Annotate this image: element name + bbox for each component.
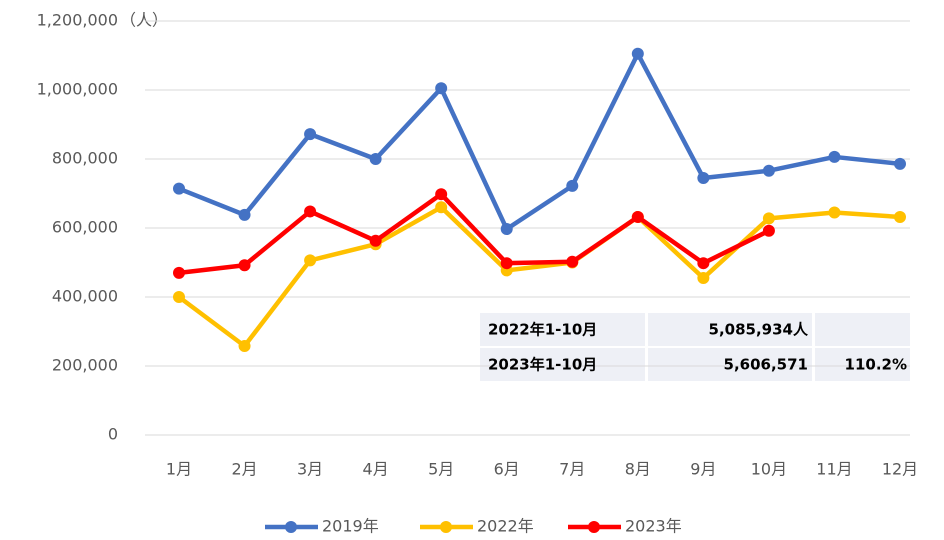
data-point [238, 208, 251, 221]
data-point [435, 201, 448, 214]
y-tick-label: 1,000,000 [37, 80, 118, 99]
data-point [304, 254, 317, 267]
table-cell [480, 348, 645, 381]
x-tick-label: 10月 [751, 460, 787, 479]
data-point [631, 47, 644, 60]
y-tick-label: 1,200,000 [37, 11, 118, 30]
legend-marker [440, 521, 452, 533]
data-point [435, 82, 448, 95]
data-point [631, 210, 644, 223]
data-point [828, 150, 841, 163]
data-point [173, 266, 185, 279]
legend-marker [285, 521, 297, 533]
data-point [238, 259, 251, 272]
data-point [762, 212, 775, 225]
y-tick-label: 200,000 [52, 356, 118, 375]
data-point [697, 272, 710, 285]
data-point [894, 210, 906, 223]
x-tick-label: 4月 [363, 460, 389, 479]
table-cell-text: 5,606,571 [724, 356, 808, 374]
x-tick-label: 5月 [428, 460, 454, 479]
x-tick-label: 12月 [882, 460, 918, 479]
x-tick-label: 7月 [559, 460, 585, 479]
x-tick-label: 8月 [625, 460, 651, 479]
data-point [304, 128, 317, 141]
y-tick-label: 800,000 [52, 149, 118, 168]
data-point [369, 153, 382, 165]
table-cell [648, 313, 812, 346]
data-point [828, 206, 841, 219]
x-tick-label: 6月 [494, 460, 520, 479]
x-tick-label: 9月 [690, 460, 716, 479]
legend-marker [588, 521, 600, 533]
data-point [173, 291, 185, 303]
data-point [173, 182, 185, 195]
legend-label: 2019年 [322, 517, 379, 536]
y-tick-label: 400,000 [52, 287, 118, 306]
data-point [566, 255, 579, 268]
data-point [435, 188, 448, 201]
legend-label: 2022年 [477, 517, 534, 536]
data-point [697, 171, 710, 184]
x-tick-label: 3月 [297, 460, 323, 479]
y-axis-label: （人） [120, 11, 168, 30]
x-tick-label: 1月 [166, 460, 192, 479]
data-point [304, 205, 317, 218]
table-cell-text: 2023年1-10月 [488, 356, 597, 374]
data-point [369, 234, 382, 247]
series-line [178, 191, 770, 276]
x-tick-label: 11月 [816, 460, 852, 479]
table-cell [480, 313, 645, 346]
table-cell [648, 348, 812, 381]
y-tick-label: 600,000 [52, 218, 118, 237]
data-point [697, 257, 710, 270]
y-tick-label: 0 [108, 425, 118, 444]
data-point [566, 179, 579, 192]
data-point [762, 164, 775, 177]
data-point [894, 157, 906, 170]
series-line [178, 51, 901, 232]
legend-label: 2023年 [625, 517, 682, 536]
data-point [762, 224, 775, 237]
summary-table [480, 313, 910, 381]
table-cell [815, 348, 910, 381]
data-point [500, 257, 513, 270]
table-cell-text: 110.2% [845, 356, 907, 374]
table-cell-text: 2022年1-10月 [488, 321, 597, 339]
table-cell-text: 5,085,934人 [709, 321, 809, 339]
data-point [238, 339, 251, 352]
table-cell [815, 313, 910, 346]
x-tick-label: 2月 [231, 460, 257, 479]
data-point [500, 223, 513, 236]
series-line [177, 205, 901, 349]
